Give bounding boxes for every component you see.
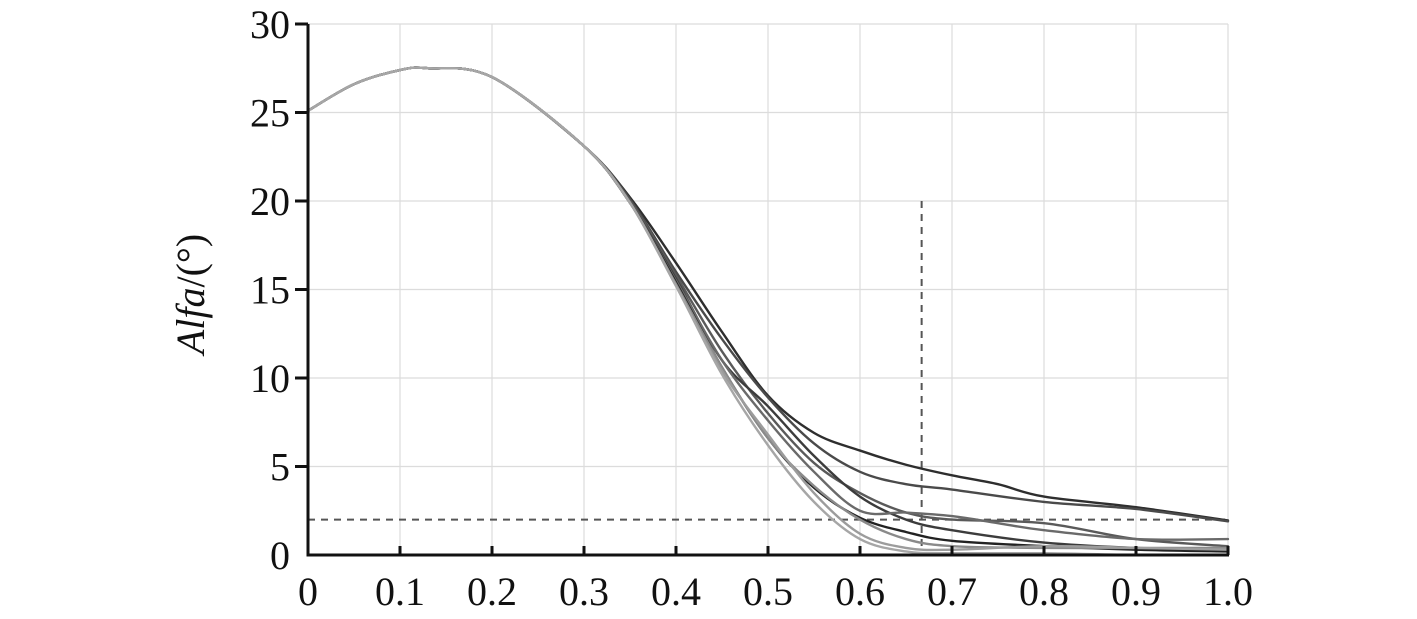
y-axis-title-italic: Alfa xyxy=(168,288,213,358)
x-tick-label: 0 xyxy=(298,569,318,614)
grid xyxy=(308,23,1229,555)
y-tick-label: 30 xyxy=(250,2,290,47)
x-tick-label: 0.5 xyxy=(743,569,793,614)
reference-lines xyxy=(308,201,1228,555)
x-tick-label: 1.0 xyxy=(1203,569,1253,614)
x-tick-label: 0.2 xyxy=(467,569,517,614)
y-tick-label: 5 xyxy=(270,445,290,490)
y-axis-title: Alfa/(°) xyxy=(168,234,213,357)
x-tick-label: 0.4 xyxy=(651,569,701,614)
x-tick-label: 0.3 xyxy=(559,569,609,614)
series-line-9 xyxy=(306,66,1230,557)
y-tick-label: 10 xyxy=(250,356,290,401)
y-tick-label: 15 xyxy=(250,268,290,313)
x-tick-label: 0.9 xyxy=(1111,569,1161,614)
y-tick-label: 25 xyxy=(250,91,290,136)
x-tick-label: 0.1 xyxy=(375,569,425,614)
ticks: 0 0.1 0.2 0.3 0.4 0.5 0.6 0.7 0.8 0.9 1.0 0 5 10 15 20 2… xyxy=(250,2,1253,614)
series-lines xyxy=(306,66,1230,557)
y-tick-label: 0 xyxy=(270,533,290,578)
y-axis-title-unit: /(°) xyxy=(168,234,213,288)
x-tick-label: 0.8 xyxy=(1019,569,1069,614)
x-tick-label: 0.6 xyxy=(835,569,885,614)
x-tick-label: 0.7 xyxy=(927,569,977,614)
y-tick-label: 20 xyxy=(250,179,290,224)
